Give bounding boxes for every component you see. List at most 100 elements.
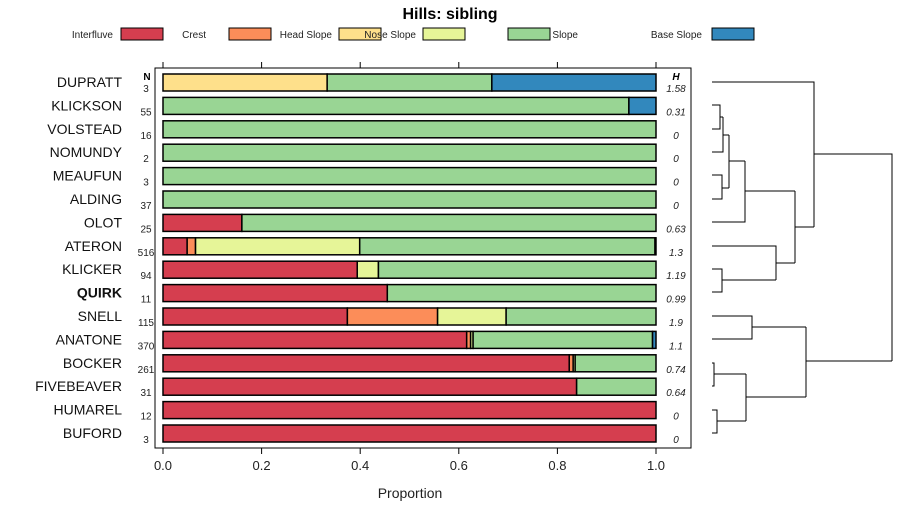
h-value: 1.58 (666, 84, 686, 95)
bar-segment-nose-slope (194, 237, 361, 256)
row-label: FIVEBEAVER (35, 378, 122, 394)
bar-segment-base-slope (491, 73, 657, 92)
x-tick-label: 0.8 (548, 458, 566, 473)
h-value: 0 (673, 131, 679, 142)
legend-swatch (338, 27, 382, 41)
x-tick-label: 0.4 (351, 458, 369, 473)
n-value: 16 (140, 131, 152, 142)
bar-segment-side-slope (472, 330, 654, 350)
bar-segment-interfluve (162, 424, 657, 443)
dendrogram (712, 81, 893, 434)
bar-segment-interfluve (162, 354, 570, 373)
row-label: VOLSTEAD (47, 121, 122, 137)
bar-row: VOLSTEAD 16 0 (47, 120, 679, 142)
n-value: 94 (140, 271, 152, 282)
row-label: ANATONE (56, 331, 122, 347)
legend-label: Nose Slope (364, 30, 416, 41)
bar-row: KLICKER 94 1.19 (62, 260, 686, 282)
n-value: 37 (140, 201, 152, 212)
row-label: NOMUNDY (50, 144, 123, 160)
bar-row: FIVEBEAVER 31 0.64 (35, 377, 686, 399)
bar-row: SNELL 115 1.9 (78, 307, 683, 329)
row-label: BOCKER (63, 355, 122, 371)
x-tick-label: 0.2 (253, 458, 271, 473)
n-value: 3 (143, 178, 149, 189)
bar-row: MEAUFUN 3 0 (53, 166, 679, 189)
n-header: N (143, 72, 150, 83)
legend-label: Base Slope (651, 30, 703, 41)
bar-segment-crest (186, 237, 197, 256)
legend: Interfluve Crest Head Slope Nose Slope Side … (72, 27, 755, 41)
n-value: 261 (138, 365, 155, 376)
bar-segment-base-slope (654, 237, 657, 256)
n-value: 12 (140, 412, 152, 423)
bar-row: ALDING 37 0 (70, 190, 679, 212)
bar-segment-side-slope (505, 307, 657, 326)
bar-row: ANATONE 370 1.1 (56, 330, 683, 352)
bar-row: BOCKER 261 0.74 (63, 354, 686, 376)
legend-label: Side Slope (530, 30, 579, 41)
bar-segment-base-slope (628, 96, 657, 116)
row-label: MEAUFUN (53, 168, 122, 184)
n-value: 115 (138, 318, 154, 329)
h-value: 0 (673, 178, 679, 189)
h-value: 0 (673, 412, 679, 423)
x-tick-label: 1.0 (647, 458, 665, 473)
h-header: H (672, 72, 680, 83)
row-label: HUMAREL (54, 402, 123, 418)
legend-swatch (711, 27, 755, 41)
bar-segment-side-slope (162, 120, 657, 139)
bar-row: BUFORD 3 0 (63, 424, 679, 446)
bar-segment-side-slope (162, 143, 657, 162)
x-axis-label: Proportion (378, 485, 443, 501)
h-value: 0 (673, 435, 679, 446)
row-label: BUFORD (63, 425, 122, 441)
bar-segment-interfluve (162, 377, 578, 396)
row-label: KLICKER (62, 261, 122, 277)
bar-segment-side-slope (377, 260, 657, 279)
bar-segment-side-slope (162, 190, 657, 209)
h-value: 0.64 (666, 388, 686, 399)
n-value: 11 (141, 295, 152, 306)
row-label: KLICKSON (51, 97, 122, 113)
bar-segment-side-slope (358, 237, 656, 256)
bar-segment-crest (346, 307, 439, 326)
n-value: 516 (138, 248, 155, 259)
n-value: 55 (140, 107, 152, 118)
bar-row: KLICKSON 55 0.31 (51, 96, 686, 118)
n-value: 3 (143, 84, 149, 95)
bar-segment-interfluve (162, 330, 468, 350)
bar-segment-interfluve (162, 400, 657, 420)
bar-segment-side-slope (162, 96, 630, 116)
legend-swatch (120, 27, 164, 41)
bar-segment-interfluve (162, 213, 243, 233)
row-label: QUIRK (77, 285, 122, 301)
x-tick-label: 0.0 (154, 458, 172, 473)
bar-row: NOMUNDY 2 0 (50, 143, 679, 165)
row-label: ATERON (65, 238, 122, 254)
row-label: OLOT (84, 214, 123, 230)
bar-row: ATERON 516 1.3 (65, 237, 683, 259)
h-value: 0.99 (666, 295, 686, 306)
n-value: 2 (143, 154, 149, 165)
plot-frame (154, 67, 692, 449)
h-value: 0.74 (666, 365, 686, 376)
h-value: 0.63 (666, 224, 686, 235)
bar-segment-nose-slope (356, 260, 380, 279)
n-value: 3 (143, 435, 149, 446)
bar-segment-nose-slope (436, 307, 507, 326)
legend-swatch (422, 27, 466, 41)
bar-segment-side-slope (326, 73, 493, 92)
n-value: 31 (140, 388, 152, 399)
chart-title: Hills: sibling (402, 6, 497, 23)
bar-row: QUIRK 11 0.99 (77, 283, 686, 306)
bar-segment-side-slope (575, 377, 657, 396)
h-value: 1.1 (669, 341, 683, 352)
h-value: 0 (673, 154, 679, 165)
row-label: SNELL (78, 308, 123, 324)
bar-segment-side-slope (574, 354, 657, 373)
bar-segment-head-slope (162, 73, 328, 92)
legend-label: Crest (182, 30, 206, 41)
n-value: 370 (138, 341, 155, 352)
